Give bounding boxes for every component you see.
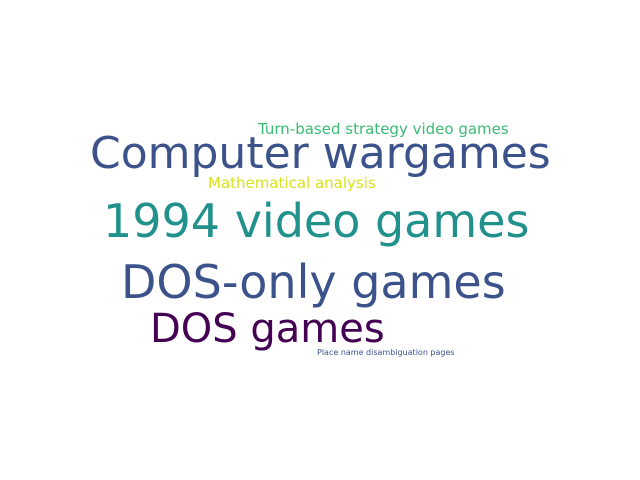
word-turn-based-strategy-video-games: Turn-based strategy video games [258,120,509,138]
word-1994-video-games: 1994 video games [103,194,530,248]
word-mathematical-analysis: Mathematical analysis [208,174,376,192]
word-place-name-disambiguation-pages: Place name disambiguation pages [317,348,455,357]
word-dos-games: DOS games [150,306,385,352]
word-computer-wargames: Computer wargames [90,128,551,179]
word-dos-only-games: DOS-only games [121,255,506,309]
